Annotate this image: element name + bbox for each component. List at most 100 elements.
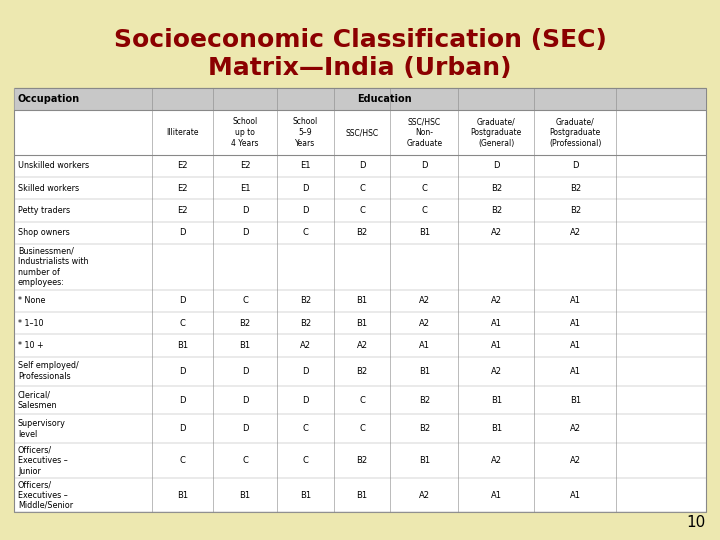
Text: Self employed/
Professionals: Self employed/ Professionals — [18, 361, 78, 381]
Text: D: D — [242, 395, 248, 404]
Text: D: D — [242, 424, 248, 434]
Text: E2: E2 — [178, 161, 188, 170]
Text: A2: A2 — [300, 341, 311, 350]
FancyBboxPatch shape — [14, 88, 706, 512]
Text: C: C — [421, 206, 427, 215]
Text: A1: A1 — [570, 341, 581, 350]
Text: A1: A1 — [570, 490, 581, 500]
Text: D: D — [302, 395, 309, 404]
Text: A1: A1 — [570, 367, 581, 376]
Text: B2: B2 — [300, 319, 311, 328]
Text: C: C — [302, 228, 308, 238]
Text: B1: B1 — [491, 395, 502, 404]
Text: A2: A2 — [570, 228, 581, 238]
Text: C: C — [242, 456, 248, 465]
Text: D: D — [242, 228, 248, 238]
Text: C: C — [359, 206, 365, 215]
Text: Illiterate: Illiterate — [166, 128, 199, 137]
Text: D: D — [302, 367, 309, 376]
Text: Clerical/
Salesmen: Clerical/ Salesmen — [18, 390, 58, 410]
Text: B2: B2 — [570, 206, 581, 215]
Text: * 10 +: * 10 + — [18, 341, 44, 350]
FancyBboxPatch shape — [14, 88, 706, 110]
Text: B1: B1 — [240, 341, 251, 350]
Text: D: D — [179, 424, 186, 434]
Text: B2: B2 — [491, 206, 502, 215]
Text: B2: B2 — [570, 184, 581, 193]
Text: Shop owners: Shop owners — [18, 228, 70, 238]
Text: D: D — [179, 395, 186, 404]
Text: B2: B2 — [419, 395, 430, 404]
Text: Graduate/
Postgraduate
(Professional): Graduate/ Postgraduate (Professional) — [549, 117, 601, 148]
Text: B1: B1 — [491, 424, 502, 434]
Text: SSC/HSC: SSC/HSC — [346, 128, 379, 137]
Text: * 1–10: * 1–10 — [18, 319, 43, 328]
Text: E2: E2 — [178, 206, 188, 215]
Text: A1: A1 — [570, 296, 581, 305]
Text: B1: B1 — [356, 319, 368, 328]
Text: Officers/
Executives –
Junior: Officers/ Executives – Junior — [18, 446, 68, 476]
Text: B2: B2 — [491, 184, 502, 193]
Text: C: C — [242, 296, 248, 305]
Text: D: D — [302, 206, 309, 215]
Text: B1: B1 — [177, 341, 189, 350]
Text: D: D — [421, 161, 428, 170]
Text: School
up to
4 Years: School up to 4 Years — [231, 117, 259, 148]
Text: C: C — [180, 319, 186, 328]
Text: Officers/
Executives –
Middle/Senior: Officers/ Executives – Middle/Senior — [18, 480, 73, 510]
Text: C: C — [180, 456, 186, 465]
Text: E1: E1 — [240, 184, 251, 193]
Text: A2: A2 — [356, 341, 368, 350]
Text: E1: E1 — [300, 161, 310, 170]
Text: B1: B1 — [419, 367, 430, 376]
Text: Matrix—India (Urban): Matrix—India (Urban) — [208, 56, 512, 80]
Text: A2: A2 — [570, 424, 581, 434]
Text: SSC/HSC
Non-
Graduate: SSC/HSC Non- Graduate — [406, 117, 442, 148]
Text: A2: A2 — [570, 456, 581, 465]
Text: D: D — [242, 367, 248, 376]
Text: B2: B2 — [356, 228, 368, 238]
Text: A2: A2 — [419, 490, 430, 500]
Text: D: D — [242, 206, 248, 215]
Text: B1: B1 — [300, 490, 311, 500]
Text: C: C — [359, 184, 365, 193]
Text: C: C — [302, 456, 308, 465]
Text: A2: A2 — [491, 367, 502, 376]
Text: Education: Education — [357, 94, 412, 104]
Text: A1: A1 — [570, 319, 581, 328]
Text: A1: A1 — [491, 319, 502, 328]
Text: B2: B2 — [419, 424, 430, 434]
Text: 10: 10 — [687, 515, 706, 530]
Text: A2: A2 — [491, 228, 502, 238]
Text: B1: B1 — [570, 395, 581, 404]
Text: B1: B1 — [356, 490, 368, 500]
Text: Skilled workers: Skilled workers — [18, 184, 79, 193]
Text: Petty traders: Petty traders — [18, 206, 70, 215]
Text: A2: A2 — [419, 319, 430, 328]
Text: B1: B1 — [419, 456, 430, 465]
Text: B1: B1 — [419, 228, 430, 238]
Text: Supervisory
level: Supervisory level — [18, 419, 66, 438]
Text: B2: B2 — [356, 456, 368, 465]
Text: D: D — [179, 228, 186, 238]
Text: D: D — [359, 161, 365, 170]
Text: A1: A1 — [491, 490, 502, 500]
Text: D: D — [493, 161, 500, 170]
Text: E2: E2 — [240, 161, 251, 170]
Text: Socioeconomic Classification (SEC): Socioeconomic Classification (SEC) — [114, 28, 606, 52]
Text: B2: B2 — [300, 296, 311, 305]
Text: C: C — [359, 424, 365, 434]
Text: C: C — [302, 424, 308, 434]
Text: Occupation: Occupation — [18, 94, 80, 104]
Text: D: D — [302, 184, 309, 193]
Text: * None: * None — [18, 296, 45, 305]
Text: B1: B1 — [177, 490, 189, 500]
Text: A2: A2 — [491, 456, 502, 465]
Text: B1: B1 — [240, 490, 251, 500]
Text: Businessmen/
Industrialists with
number of
employees:: Businessmen/ Industrialists with number … — [18, 247, 89, 287]
Text: A1: A1 — [491, 341, 502, 350]
Text: D: D — [179, 296, 186, 305]
Text: D: D — [572, 161, 578, 170]
Text: Unskilled workers: Unskilled workers — [18, 161, 89, 170]
Text: C: C — [359, 395, 365, 404]
